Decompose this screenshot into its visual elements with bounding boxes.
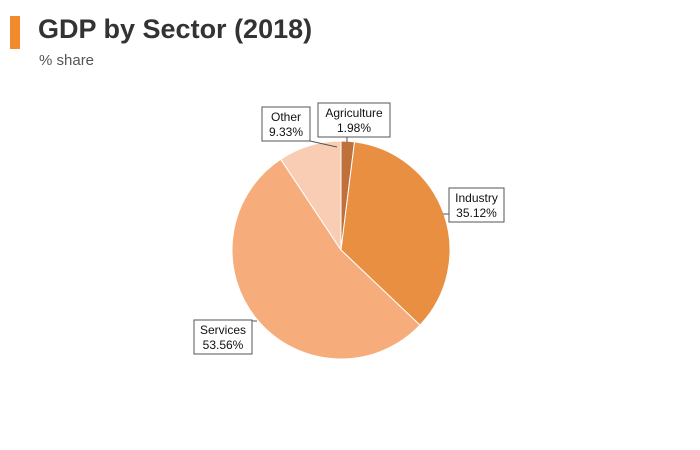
slice-value-label: 1.98% [337,121,371,135]
pie-slice-services[interactable] [231,158,421,360]
label-box [317,102,391,138]
pie-slice-other[interactable] [280,140,342,252]
title-accent-bar [10,16,20,49]
slice-value-label: 53.56% [203,338,244,352]
slice-name-label: Services [200,323,246,337]
chart-subtitle: % share [39,52,95,69]
slice-name-label: Agriculture [325,106,383,120]
slice-name-label: Industry [455,191,498,205]
label-box [261,106,311,142]
pie-slice-industry[interactable] [340,141,451,326]
slice-name-label: Other [271,110,301,124]
label-box [193,319,253,355]
chart-title: GDP by Sector (2018) [38,14,313,44]
slice-value-label: 9.33% [269,125,303,139]
label-box [448,187,505,223]
leader-line [309,140,338,148]
slice-value-label: 35.12% [456,206,497,220]
